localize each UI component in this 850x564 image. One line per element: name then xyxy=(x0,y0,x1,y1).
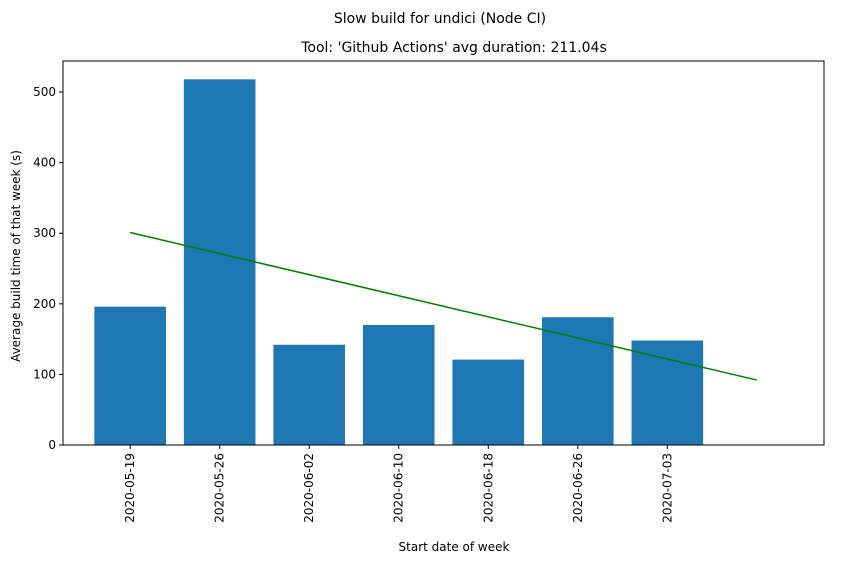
y-axis-label: Average build time of that week (s) xyxy=(9,150,23,362)
y-tick-label: 0 xyxy=(48,438,56,452)
x-tick-label: 2020-06-26 xyxy=(571,453,585,523)
x-tick-label: 2020-06-10 xyxy=(392,453,406,523)
x-tick-label: 2020-05-26 xyxy=(213,453,227,523)
y-tick-label: 200 xyxy=(33,297,56,311)
bar-2020-05-19 xyxy=(94,306,166,445)
bar-2020-07-03 xyxy=(631,340,704,445)
x-tick-label: 2020-05-19 xyxy=(123,453,137,523)
bars-group xyxy=(94,79,704,446)
bar-2020-06-26 xyxy=(541,317,614,445)
bar-2020-06-10 xyxy=(362,325,435,445)
x-tick-label: 2020-06-18 xyxy=(481,453,495,523)
x-tick-label: 2020-06-02 xyxy=(302,453,316,523)
trend-group xyxy=(129,231,758,381)
chart-title: Tool: 'Github Actions' avg duration: 211… xyxy=(300,40,607,56)
y-axis: 0 100 200 300 400 500 xyxy=(33,85,63,452)
trend-line xyxy=(129,231,758,381)
plot-frame xyxy=(62,60,825,446)
x-axis-label: Start date of week xyxy=(399,540,510,554)
bar-2020-05-26 xyxy=(183,79,256,446)
x-tick-label: 2020-07-03 xyxy=(660,453,674,523)
chart-suptitle: Slow build for undici (Node CI) xyxy=(334,11,546,27)
y-tick-label: 400 xyxy=(33,156,56,170)
x-axis: 2020-05-19 2020-05-26 2020-06-02 2020-06-10… xyxy=(123,445,674,523)
bar-2020-06-18 xyxy=(452,359,525,445)
y-tick-label: 100 xyxy=(33,367,56,381)
y-tick-label: 500 xyxy=(33,85,56,99)
bar-2020-06-02 xyxy=(273,344,346,445)
y-tick-label: 300 xyxy=(33,226,56,240)
